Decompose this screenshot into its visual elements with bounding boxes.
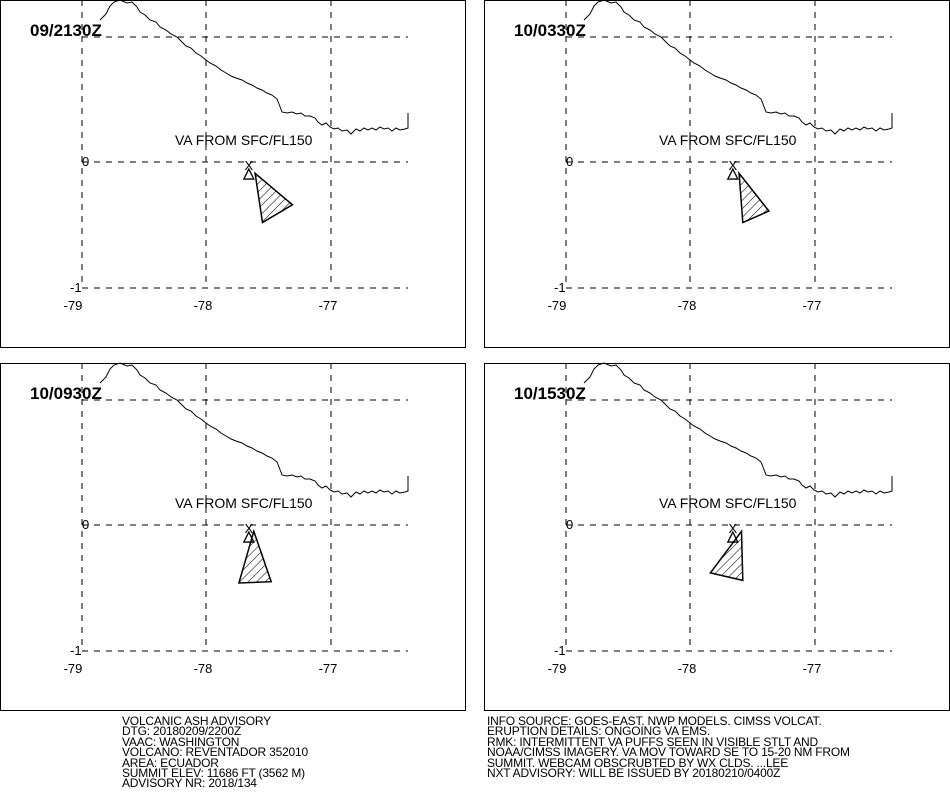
ash-height-label: VA FROM SFC/FL150 <box>175 132 313 148</box>
volcano-icon <box>726 530 739 543</box>
lat-tick-label: 0 <box>566 517 573 532</box>
advisory-line: VOLCANIC ASH ADVISORY <box>122 714 271 728</box>
ash-plume <box>237 528 273 584</box>
coastline <box>99 0 409 135</box>
volcano-marker: X <box>244 521 253 536</box>
graticule <box>565 363 892 652</box>
ash-plume <box>738 170 771 224</box>
volcano-icon <box>242 167 255 180</box>
lon-tick-label: -78 <box>678 661 697 676</box>
graticule <box>81 363 408 652</box>
panel-frame <box>484 0 950 348</box>
advisory-line: RMK: INTERMITTENT VA PUFFS SEEN IN VISIB… <box>487 734 818 749</box>
advisory-line: NOAA/CIMSS IMAGERY. VA MOV TOWARD SE TO … <box>487 745 850 760</box>
advisory-line: ADVISORY NR: 2018/134 <box>122 776 257 791</box>
map-panel: X 10/0330Z VA FROM SFC/FL150 0 -1 -79 -7… <box>484 0 950 350</box>
lat-tick-label: -1 <box>554 643 566 658</box>
lon-tick-label: -77 <box>319 298 338 313</box>
lat-tick-label: -1 <box>70 280 82 295</box>
ash-height-label: VA FROM SFC/FL150 <box>659 495 797 511</box>
graticule <box>565 0 892 289</box>
advisory-line: VAAC: WASHINGTON <box>122 734 240 749</box>
ash-plume <box>709 529 744 582</box>
lon-tick-label: -77 <box>319 661 338 676</box>
ash-plume <box>254 171 294 224</box>
advisory-line: AREA: ECUADOR <box>122 755 219 770</box>
lat-tick-label: 0 <box>82 517 89 532</box>
advisory-line: VOLCANO: REVENTADOR 352010 <box>122 745 308 760</box>
volcano-marker: X <box>244 158 253 173</box>
coastline <box>99 362 409 498</box>
lon-tick-label: -78 <box>194 298 213 313</box>
map-canvas: X 10/1530Z VA FROM SFC/FL150 0 -1 -79 -7… <box>484 362 950 711</box>
coastline <box>583 362 893 498</box>
ash-height-label: VA FROM SFC/FL150 <box>659 132 797 148</box>
advisory-header-block: VOLCANIC ASH ADVISORY DTG: 20180209/2200… <box>122 714 308 791</box>
advisory-line: SUMMIT. WEBCAM OBSCRUBTED BY WX CLDS. ..… <box>487 755 789 770</box>
lon-tick-label: -79 <box>64 661 83 676</box>
advisory-line: DTG: 20180209/2200Z <box>122 724 241 739</box>
time-stamp: 10/0930Z <box>30 384 102 403</box>
volcano-marker: X <box>728 521 737 536</box>
map-panel: X 10/1530Z VA FROM SFC/FL150 0 -1 -79 -7… <box>484 362 950 713</box>
panel-frame <box>0 363 466 711</box>
advisory-line: NXT ADVISORY: WILL BE ISSUED BY 20180210… <box>487 766 781 781</box>
panel-frame <box>484 363 950 711</box>
panel-frame <box>0 0 466 348</box>
ash-height-label: VA FROM SFC/FL150 <box>175 495 313 511</box>
lon-tick-label: -79 <box>548 661 567 676</box>
lon-tick-label: -79 <box>548 298 567 313</box>
advisory-line: ERUPTION DETAILS: ONGOING VA EMS. <box>487 724 710 739</box>
lat-tick-label: 0 <box>82 154 89 169</box>
lon-tick-label: -77 <box>803 298 822 313</box>
map-canvas: X 10/0330Z VA FROM SFC/FL150 0 -1 -79 -7… <box>484 0 950 348</box>
lat-tick-label: -1 <box>554 280 566 295</box>
volcano-marker: X <box>728 158 737 173</box>
map-panel: X 10/0930Z VA FROM SFC/FL150 0 -1 -79 -7… <box>0 362 466 713</box>
volcano-icon <box>242 530 255 543</box>
lat-tick-label: 0 <box>566 154 573 169</box>
advisory-remarks-block: INFO SOURCE: GOES-EAST. NWP MODELS. CIMS… <box>487 714 850 781</box>
map-panel: X 09/2130Z VA FROM SFC/FL150 0 -1 -79 -7… <box>0 0 466 350</box>
lat-tick-label: -1 <box>70 643 82 658</box>
coastline <box>583 0 893 135</box>
time-stamp: 10/1530Z <box>514 384 586 403</box>
advisory-line: INFO SOURCE: GOES-EAST. NWP MODELS. CIMS… <box>487 714 822 728</box>
advisory-line: SUMMIT ELEV: 11686 FT (3562 M) <box>122 766 305 781</box>
map-canvas: X 10/0930Z VA FROM SFC/FL150 0 -1 -79 -7… <box>0 362 466 711</box>
lon-tick-label: -79 <box>64 298 83 313</box>
lon-tick-label: -78 <box>194 661 213 676</box>
lon-tick-label: -77 <box>803 661 822 676</box>
time-stamp: 10/0330Z <box>514 21 586 40</box>
graticule <box>81 0 408 289</box>
time-stamp: 09/2130Z <box>30 21 102 40</box>
volcano-icon <box>726 167 739 180</box>
map-canvas: X 09/2130Z VA FROM SFC/FL150 0 -1 -79 -7… <box>0 0 466 348</box>
lon-tick-label: -78 <box>678 298 697 313</box>
